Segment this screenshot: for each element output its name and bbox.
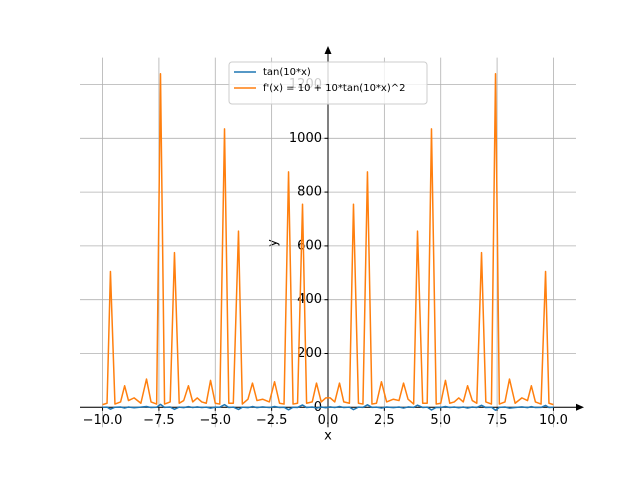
- x-tick-label: −2.5: [256, 413, 288, 428]
- legend-label: tan(10*x): [263, 67, 311, 78]
- y-tick-label: 800: [297, 185, 322, 200]
- x-tick-label: 5.0: [430, 413, 451, 428]
- x-axis-label: x: [324, 429, 332, 444]
- legend-box: [228, 61, 428, 105]
- series-line: [102, 403, 554, 411]
- x-tick-label: −10.0: [83, 413, 123, 428]
- y-tick-label: 1000: [289, 131, 322, 146]
- legend-label: f'(x) = 10 + 10*tan(10*x)^2: [263, 83, 406, 94]
- x-tick-label: 10.0: [539, 413, 568, 428]
- y-axis-arrow: [324, 46, 332, 54]
- y-axis-label: y: [266, 239, 281, 247]
- x-tick-label: 2.5: [374, 413, 395, 428]
- x-tick-label: −7.5: [143, 413, 175, 428]
- x-axis-arrow: [576, 403, 584, 411]
- series-line: [102, 72, 554, 406]
- legend: tan(10*x) f'(x) = 10 + 10*tan(10*x)^2: [228, 61, 428, 105]
- y-tick-label: 400: [297, 292, 322, 307]
- x-tick-label: 7.5: [487, 413, 508, 428]
- x-tick-label: −5.0: [199, 413, 231, 428]
- y-tick-label: 200: [297, 346, 322, 361]
